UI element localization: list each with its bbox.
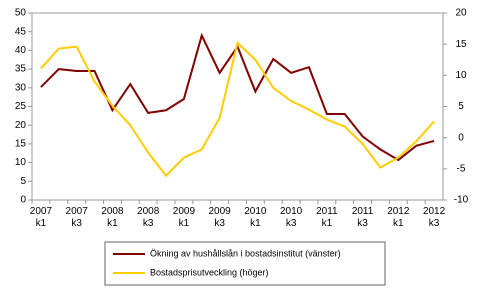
y-tick-label: 15 [15, 139, 27, 150]
y-tick-label: 50 [15, 8, 27, 19]
x-tick-label: 2008 k3 [137, 206, 160, 229]
legend-label: Ökning av hushållslån i bostadsinstitut … [150, 248, 341, 258]
x-tick-label: 2010 k1 [244, 206, 267, 229]
x-tick-label: 2011 k1 [316, 206, 338, 229]
x-tick-label: 2008 k1 [101, 206, 124, 229]
y-tick-label: 40 [15, 45, 27, 56]
y2-tick-label: 20 [455, 8, 467, 19]
y-tick-label: 45 [15, 26, 27, 37]
x-tick-label: 2010 k3 [279, 206, 303, 229]
y2-tick-label: 15 [455, 39, 467, 50]
y2-tick-label: 0 [458, 132, 464, 143]
x-tick-label: 2011 k3 [351, 206, 374, 229]
y-tick-label: 5 [20, 176, 26, 187]
legend-box [104, 241, 386, 286]
plot-frame [31, 12, 444, 201]
y2-tick-label: -10 [454, 195, 469, 206]
x-tick-label: 2012 k1 [387, 206, 410, 229]
legend-label: Bostadsprisutveckling (höger) [150, 267, 269, 277]
y2-tick-label: -5 [457, 163, 466, 174]
y2-tick-label: 10 [455, 70, 467, 81]
y-tick-label: 25 [15, 101, 27, 112]
x-tick-label: 2009 k1 [172, 206, 196, 229]
y-tick-label: 0 [20, 195, 26, 206]
line-series [40, 41, 435, 178]
y-tick-label: 35 [15, 64, 27, 75]
y-tick-label: 20 [15, 120, 27, 131]
x-tick-label: 2009 k3 [208, 206, 231, 229]
y-tick-label: 10 [15, 157, 27, 168]
y-tick-label: 30 [15, 82, 27, 93]
x-tick-label: 2007 k1 [29, 206, 53, 229]
line-series [40, 32, 435, 162]
x-tick-label: 2007 k3 [65, 206, 88, 229]
x-tick-label: 2012 k3 [422, 206, 446, 229]
y2-tick-label: 5 [458, 101, 464, 112]
